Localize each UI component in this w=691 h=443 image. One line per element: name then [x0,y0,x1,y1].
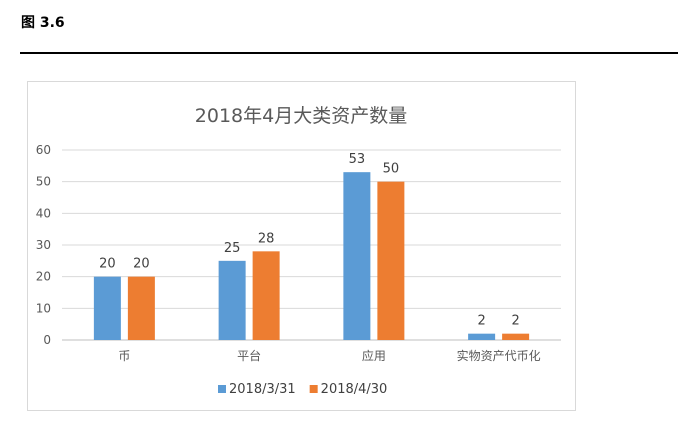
data-label: 2 [511,314,519,329]
data-label: 20 [133,257,150,272]
data-label: 53 [349,152,366,167]
x-axis-categories: 币 平台 应用 实物资产代币化 [118,348,540,363]
bar [127,276,155,340]
figure-label: 图 3.6 [21,15,65,31]
y-tick-label: 50 [36,175,51,189]
data-label: 2 [477,314,485,329]
data-label: 25 [224,241,241,256]
chart-frame [27,81,576,411]
bar [252,251,280,340]
y-tick-label: 10 [36,301,51,315]
bar [377,181,405,340]
divider-rule [20,52,678,54]
bar [468,333,496,340]
category-label: 币 [118,349,130,363]
chart-title: 2018年4月大类资产数量 [195,105,407,127]
legend-label: 2018/3/31 [229,382,296,397]
bars [93,172,530,340]
data-label: 20 [99,257,116,272]
data-labels: 20 20 25 28 53 50 2 2 [99,152,520,328]
y-tick-label: 40 [36,206,51,220]
legend-swatch [218,385,226,393]
category-label: 实物资产代币化 [457,348,541,363]
bar [218,260,246,340]
category-label: 平台 [237,348,261,363]
y-tick-label: 60 [36,143,51,157]
bar [93,276,121,340]
y-tick-label: 30 [36,238,51,252]
data-label: 50 [383,162,400,177]
y-tick-label: 0 [43,333,51,347]
legend-swatch [309,385,318,393]
data-label: 28 [258,231,275,246]
y-tick-label: 20 [36,270,51,284]
legend: 2018/3/31 2018/4/30 [218,382,387,397]
bar [502,333,530,340]
y-axis-ticks: 0 10 20 30 40 50 60 [36,143,51,347]
legend-label: 2018/4/30 [321,382,388,397]
bar [343,172,371,340]
category-label: 应用 [362,348,386,363]
